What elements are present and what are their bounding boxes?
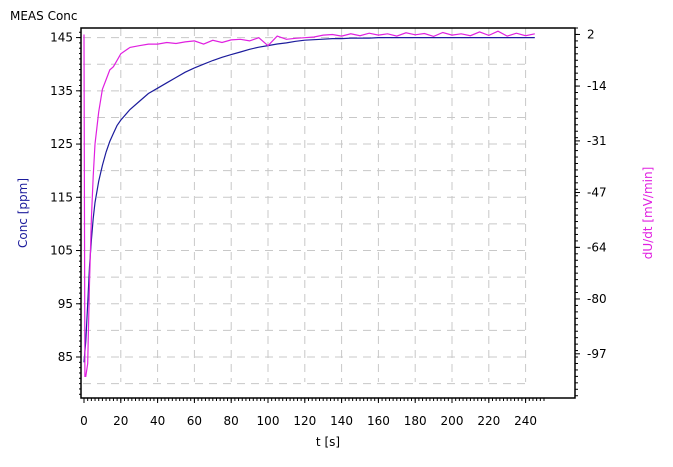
y-right-tick-label: -97: [587, 347, 607, 361]
conc-line: [83, 37, 535, 363]
x-tick-label: 100: [257, 414, 280, 428]
y-left-tick-label: 95: [58, 297, 73, 311]
x-tick-label: 220: [477, 414, 500, 428]
plot-frame: [80, 27, 576, 399]
y-right-tick-label: -14: [587, 79, 607, 93]
x-tick-label: 60: [187, 414, 202, 428]
y-left-tick-label: 145: [50, 31, 73, 45]
x-tick-label: 140: [330, 414, 353, 428]
grid: [83, 28, 527, 385]
x-tick-label: 0: [80, 414, 88, 428]
chart-title: MEAS Conc: [10, 9, 78, 23]
y-right-tick-label: -31: [587, 134, 607, 148]
x-tick-label: 160: [367, 414, 390, 428]
y-right-tick-label: -64: [587, 240, 607, 254]
y-right-axis-label: dU/dt [mV/min]: [641, 167, 655, 260]
dudt-line: [83, 30, 535, 377]
x-tick-label: 120: [293, 414, 316, 428]
y-left-tick-label: 125: [50, 137, 73, 151]
y-left-tick-label: 105: [50, 244, 73, 258]
y-left-tick-label: 135: [50, 84, 73, 98]
y-left-axis-label: Conc [ppm]: [16, 178, 30, 248]
y-right-tick-label: 2: [587, 27, 595, 41]
series-group: [83, 30, 535, 377]
x-tick-label: 40: [150, 414, 165, 428]
x-axis-label: t [s]: [316, 435, 340, 449]
x-tick-label: 180: [404, 414, 427, 428]
y-left-tick-label: 115: [50, 190, 73, 204]
y-right-tick-label: -47: [587, 186, 607, 200]
y-right-tick-label: -80: [587, 292, 607, 306]
y-left-tick-label: 85: [58, 350, 73, 364]
x-tick-label: 240: [514, 414, 537, 428]
x-tick-label: 80: [224, 414, 239, 428]
x-tick-label: 20: [113, 414, 128, 428]
x-tick-label: 200: [441, 414, 464, 428]
